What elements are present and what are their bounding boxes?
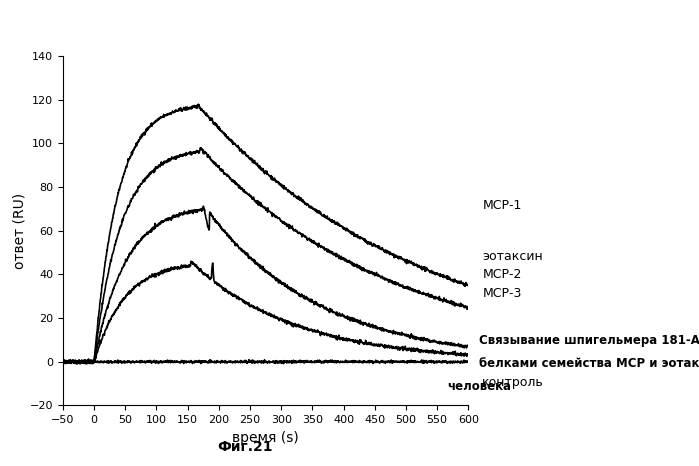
Text: МСР-2: МСР-2 [482,268,521,281]
Y-axis label: ответ (RU): ответ (RU) [13,192,27,269]
Text: Связывание шпигельмера 181-A2-018 с: Связывание шпигельмера 181-A2-018 с [479,334,699,347]
Text: эотаксин: эотаксин [482,250,543,263]
Text: МСР-1: МСР-1 [482,199,521,212]
Text: Фиг.21: Фиг.21 [217,440,273,454]
Text: белками семейства MCP и эотаксином: белками семейства MCP и эотаксином [479,357,699,370]
X-axis label: время (s): время (s) [232,431,299,445]
Text: МСР-3: МСР-3 [482,287,521,300]
Text: контроль: контроль [482,376,544,389]
Text: человека: человека [447,380,511,393]
